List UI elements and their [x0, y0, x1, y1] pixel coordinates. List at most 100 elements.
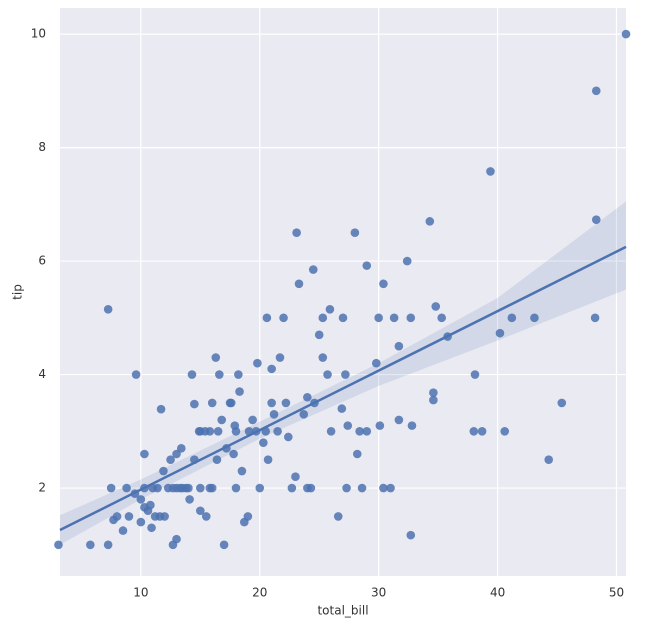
point: [341, 370, 350, 379]
point: [590, 313, 600, 323]
point: [106, 483, 116, 493]
x-tick-label: 30: [371, 586, 386, 600]
point: [230, 421, 240, 430]
point: [279, 313, 288, 323]
point: [237, 466, 247, 476]
point: [255, 483, 265, 493]
x-axis-label: total_bill: [317, 604, 368, 618]
y-tick-label: 4: [38, 367, 46, 381]
point: [621, 29, 631, 39]
point: [140, 449, 149, 459]
y-tick-label: 8: [38, 140, 46, 154]
point: [308, 265, 318, 274]
y-tick-label: 10: [31, 27, 46, 41]
point: [103, 305, 113, 314]
point: [337, 404, 347, 413]
point: [124, 512, 134, 521]
y-tick-label: 2: [38, 481, 46, 495]
point: [172, 449, 181, 459]
point: [267, 364, 276, 374]
point: [147, 523, 156, 533]
point: [469, 427, 479, 436]
point: [175, 483, 185, 493]
point: [122, 483, 131, 493]
point: [314, 330, 324, 340]
point: [507, 313, 517, 323]
point: [338, 313, 348, 323]
point: [273, 427, 282, 436]
point: [153, 483, 162, 493]
point: [437, 313, 446, 323]
point: [136, 517, 146, 527]
point: [262, 313, 272, 323]
point: [350, 228, 360, 238]
plot-area: [60, 8, 626, 576]
point: [267, 398, 276, 408]
point: [386, 483, 395, 493]
point: [159, 466, 168, 476]
point: [323, 370, 332, 379]
point: [291, 472, 300, 481]
x-tick-label: 50: [609, 586, 624, 600]
point: [146, 500, 155, 510]
point: [342, 483, 351, 493]
point: [86, 540, 95, 550]
point: [318, 313, 328, 323]
point: [486, 167, 495, 176]
point: [407, 421, 417, 430]
point: [318, 353, 328, 362]
point: [406, 530, 416, 540]
point: [118, 526, 128, 535]
point: [429, 395, 438, 405]
point: [212, 455, 222, 464]
point: [184, 483, 193, 493]
point: [112, 512, 122, 521]
point: [303, 392, 312, 402]
point: [196, 506, 205, 516]
point: [269, 409, 279, 419]
point: [500, 427, 510, 436]
point: [379, 483, 388, 493]
point: [557, 398, 567, 408]
point: [160, 512, 169, 521]
point: [54, 540, 63, 550]
point: [217, 415, 227, 425]
point: [429, 388, 438, 398]
point: [292, 228, 301, 238]
point: [231, 483, 241, 493]
point: [343, 421, 353, 430]
point: [103, 540, 113, 550]
point: [287, 483, 297, 493]
point: [362, 427, 372, 436]
point: [470, 370, 480, 379]
regression-line: [59, 245, 627, 532]
point: [185, 495, 194, 504]
point: [263, 455, 273, 464]
point: [591, 215, 601, 224]
point: [591, 86, 601, 96]
y-tick-label: 6: [38, 254, 46, 268]
point: [544, 455, 554, 464]
point: [168, 483, 178, 493]
point: [205, 427, 215, 436]
point: [352, 449, 362, 459]
point: [131, 370, 141, 379]
point: [375, 421, 385, 430]
point: [299, 409, 309, 419]
x-tick-label: 10: [133, 586, 148, 600]
y-axis-label: tip: [11, 284, 25, 300]
point: [205, 483, 215, 493]
point: [495, 328, 505, 338]
point: [275, 353, 285, 362]
point: [219, 540, 229, 550]
point: [294, 279, 304, 289]
point: [402, 256, 412, 266]
point: [357, 483, 367, 493]
point: [136, 495, 146, 504]
point: [243, 512, 253, 521]
point: [355, 427, 364, 436]
point: [326, 427, 336, 436]
point: [156, 404, 166, 414]
point: [201, 512, 211, 521]
